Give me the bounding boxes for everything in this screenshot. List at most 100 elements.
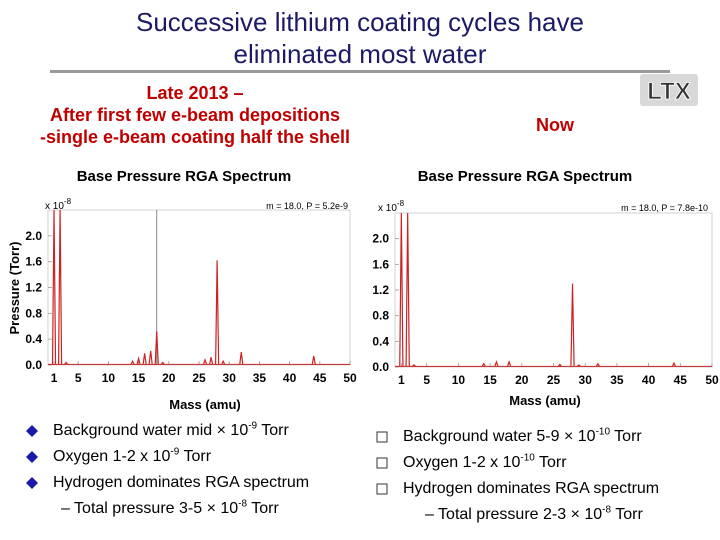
multiplier-base: x 10 — [378, 203, 397, 214]
spectrum-peak — [671, 361, 677, 367]
x-tick-label: 20 — [515, 373, 529, 387]
diamond-bullet-icon — [25, 444, 39, 479]
bullet-sup: -10 — [595, 426, 611, 438]
plot-area: 0.00.40.81.21.62.01 5 10 15 20 25 30 35 40 45 50 — [372, 212, 719, 387]
multiplier-base: x 10 — [45, 201, 64, 212]
x-tick-label: 30 — [223, 371, 237, 385]
bullet-unit: Torr — [534, 454, 567, 471]
spectrum-peak — [576, 364, 581, 367]
spectrum-peak — [399, 212, 404, 367]
bullet-text: Oxygen 1-2 x 10 — [53, 448, 171, 465]
sub-bullet-sup: -8 — [238, 498, 248, 510]
spectrum-peak — [142, 353, 147, 365]
bullet-text: Hydrogen dominates RGA spectrum — [53, 474, 310, 491]
bullet-text: Background water mid × 10 — [53, 422, 249, 439]
spectrum-peak — [221, 359, 226, 365]
bullet-item: Background water 5-9 × 10-10 Torr — [375, 424, 715, 450]
x-tick-label: 35 — [610, 373, 624, 387]
x-tick-label: 45 — [674, 373, 688, 387]
spectrum-peak — [557, 363, 562, 367]
spectrum-peak — [154, 331, 159, 365]
right-bullet-list: Background water 5-9 × 10-10 Torr Oxygen… — [375, 424, 715, 528]
x-tick-label: 10 — [102, 371, 116, 385]
x-tick-label: 35 — [253, 371, 267, 385]
x-tick-label: 25 — [192, 371, 206, 385]
bullet-unit: Torr — [257, 422, 289, 439]
bullet-unit: Torr — [179, 448, 212, 465]
y-tick-label: 0.4 — [372, 334, 389, 348]
spectrum-peak — [160, 361, 165, 365]
x-tick-label: 50 — [705, 373, 719, 387]
y-tick-label: 0.0 — [25, 358, 42, 372]
x-tick-label: 15 — [132, 371, 146, 385]
bullet-text: Oxygen 1-2 x 10 — [403, 454, 521, 471]
spectrum-peak — [412, 364, 416, 367]
spectrum-peak — [57, 209, 63, 365]
x-tick-label: 50 — [343, 371, 357, 385]
y-tick-label: 0.8 — [372, 309, 389, 323]
sub-bullet-unit: Torr — [247, 500, 279, 517]
x-axis-label: Mass (amu) — [169, 397, 241, 412]
slide-title: Successive lithium coating cycles have e… — [0, 6, 720, 70]
multiplier-label: x 10-8 — [45, 197, 72, 212]
chart-title: Base Pressure RGA Spectrum — [418, 168, 633, 185]
x-tick-label: 15 — [483, 373, 497, 387]
spectrum-peak — [595, 362, 600, 367]
chart-title: Base Pressure RGA Spectrum — [77, 168, 292, 185]
x-tick-label: 40 — [283, 371, 297, 385]
left-caption-line: After first few e-beam depositions — [49, 105, 341, 125]
x-tick-label: 1 — [51, 371, 58, 385]
checkbox-bullet-icon — [375, 424, 389, 459]
spectrum-peak — [130, 359, 135, 365]
plot-background — [47, 209, 351, 366]
x-tick-label: 1 — [398, 373, 405, 387]
y-tick-label: 1.6 — [25, 255, 42, 269]
diamond-bullet-icon — [25, 470, 39, 505]
x-tick-label: 45 — [313, 371, 327, 385]
multiplier-exp: -8 — [397, 199, 405, 208]
spectrum-peak — [64, 361, 69, 365]
bullet-sup: -10 — [520, 452, 535, 464]
spectrum-peak — [570, 283, 575, 367]
left-caption-line: Late 2013 – — [146, 83, 244, 103]
sub-bullet-text: – Total pressure 3-5 × 10 — [61, 500, 239, 517]
spectrum-peak — [311, 355, 316, 365]
bullet-sup: -9 — [170, 446, 180, 458]
x-axis-label: Mass (amu) — [509, 393, 581, 408]
x-tick-label: 25 — [547, 373, 561, 387]
bullet-text: Hydrogen dominates RGA spectrum — [403, 480, 660, 497]
title-line-1: Successive lithium coating cycles have — [136, 7, 584, 37]
y-tick-label: 2.0 — [372, 232, 389, 246]
spectrum-peak — [506, 360, 512, 367]
spectrum-peak — [405, 212, 410, 367]
sub-bullet-unit: Torr — [611, 506, 643, 523]
x-tick-label: 40 — [642, 373, 656, 387]
bullet-text: Background water 5-9 × 10 — [403, 428, 596, 445]
ltx-logo: LTX — [640, 74, 698, 106]
x-tick-label: 20 — [162, 371, 176, 385]
left-rga-chart: Base Pressure RGA Spectrum x 10-8 m = 18… — [7, 168, 357, 412]
logo-text: LTX — [647, 78, 691, 105]
sub-bullet-text: – Total pressure 2-3 × 10 — [425, 506, 603, 523]
checkbox-bullet-icon — [375, 476, 389, 511]
spectrum-peak — [481, 362, 486, 367]
multiplier-label: x 10-8 — [378, 199, 405, 214]
sub-bullet-sup: -8 — [602, 504, 612, 516]
spectrum-peak — [148, 350, 153, 365]
spectrum-peak — [202, 357, 208, 365]
spectrum-peak — [239, 352, 244, 365]
title-line-2: eliminated most water — [233, 39, 487, 69]
bullet-unit: Torr — [610, 428, 642, 445]
left-caption: Late 2013 – After first few e-beam depos… — [10, 82, 380, 148]
left-caption-line: -single e-beam coating half the shell — [39, 127, 351, 147]
readout-text: m = 18.0, P = 7.8e-10 — [621, 203, 708, 213]
x-tick-label: 30 — [579, 373, 593, 387]
y-tick-label: 0.0 — [372, 360, 389, 374]
x-tick-label: 5 — [423, 373, 430, 387]
bullet-sup: -9 — [248, 420, 258, 432]
spectrum-peak — [208, 357, 214, 365]
y-tick-label: 1.2 — [372, 283, 389, 297]
left-bullet-list: Background water mid × 10-9 Torr Oxygen … — [25, 418, 365, 522]
sub-bullet-item: – Total pressure 3-5 × 10-8 Torr — [25, 496, 365, 522]
bullet-item: Hydrogen dominates RGA spectrum — [25, 470, 365, 496]
